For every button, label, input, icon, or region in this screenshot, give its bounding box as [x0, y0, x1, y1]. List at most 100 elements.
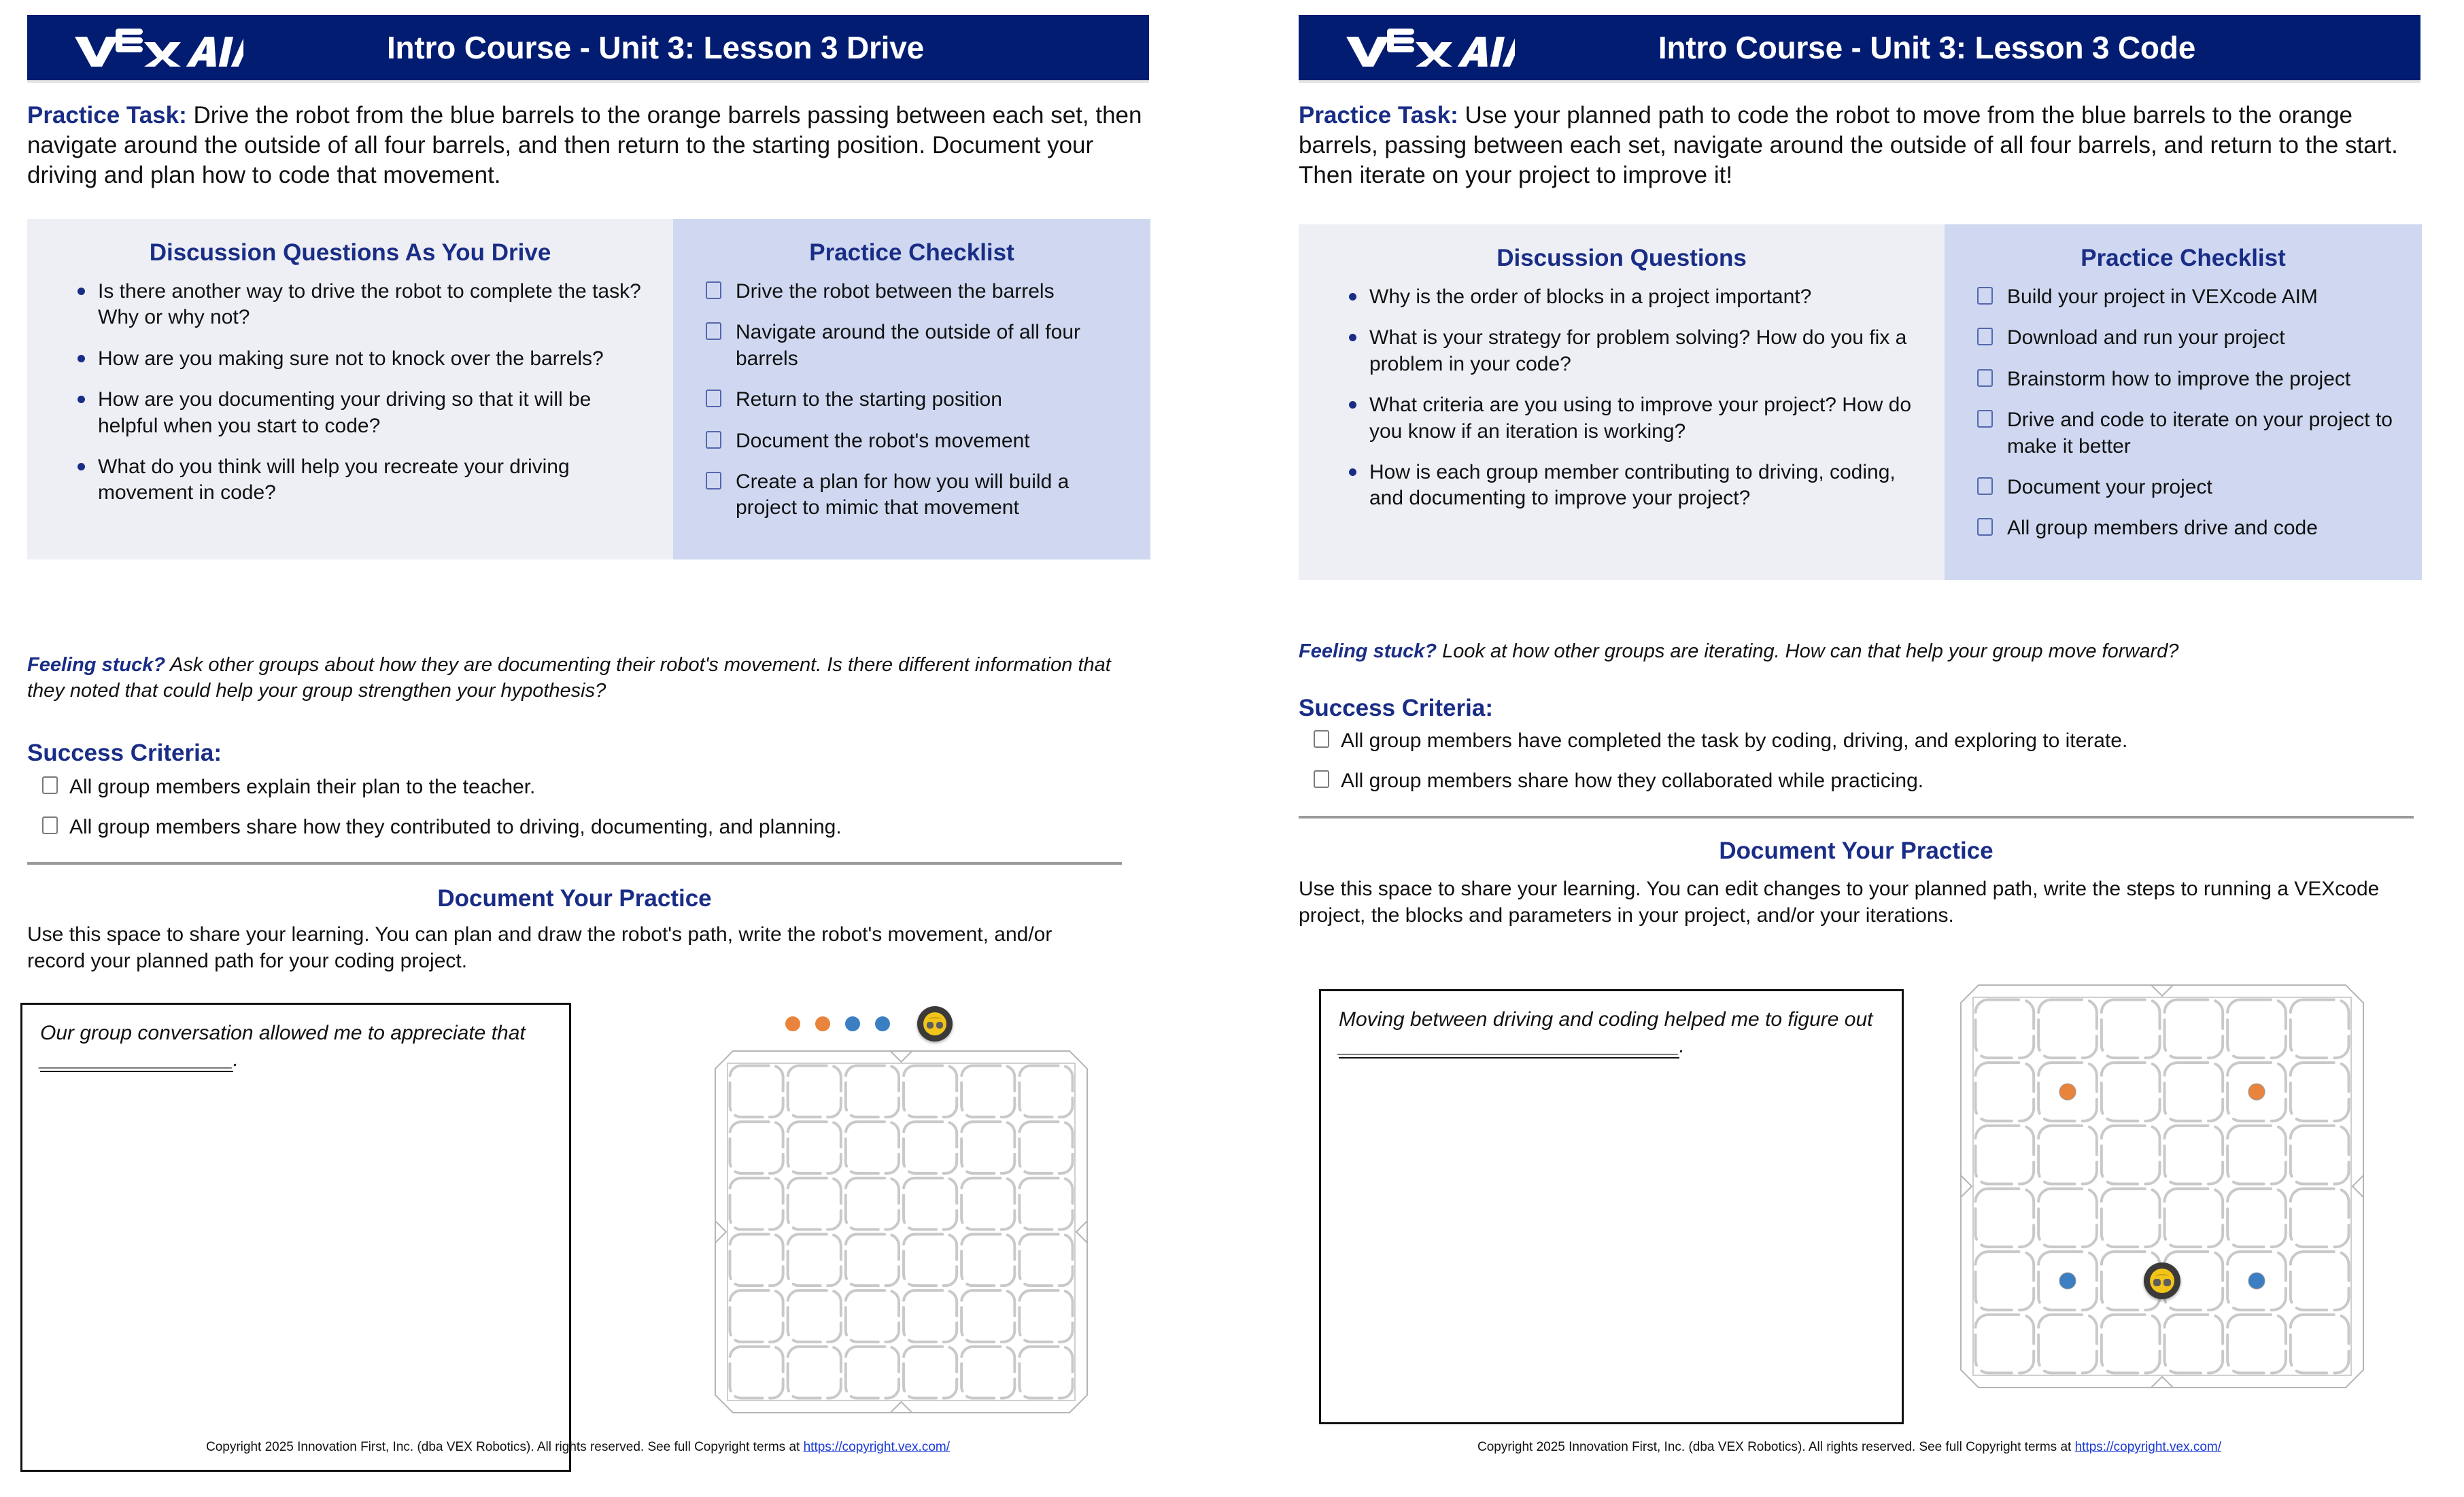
answer-prompt-before: Moving between driving and coding helped… [1339, 1008, 1873, 1031]
answer-textbox[interactable]: Moving between driving and coding helped… [1319, 989, 1904, 1424]
checkbox-icon[interactable] [1977, 410, 1993, 428]
checkbox-icon[interactable] [706, 471, 721, 489]
checkbox-icon[interactable] [706, 390, 721, 408]
panels: Discussion Questions As You Drive Is ther… [27, 219, 1150, 560]
feeling-stuck-label: Feeling stuck? [27, 654, 166, 676]
success-criteria-heading: Success Criteria: [27, 740, 222, 766]
checkbox-icon[interactable] [706, 281, 721, 299]
checklist-item[interactable]: Return to the starting position [706, 387, 1133, 413]
barrel-orange [2059, 1083, 2076, 1101]
checkbox-icon[interactable] [1314, 730, 1329, 748]
vex-aim-logo-icon [75, 29, 243, 67]
robot-on-field [2144, 1262, 2180, 1299]
checklist-item[interactable]: Download and run your project [1977, 325, 2404, 351]
checklist-item-label: Download and run your project [2007, 326, 2285, 349]
feeling-stuck-text: Ask other groups about how they are docu… [27, 654, 1111, 702]
answer-blank-line: ______________________________ [1339, 1035, 1679, 1059]
list-item: How are you documenting your driving so … [78, 387, 646, 439]
vex-aim-logo-icon [1346, 29, 1515, 67]
barrel-blue [2059, 1272, 2076, 1290]
success-criteria-item[interactable]: All group members have completed the tas… [1314, 727, 2415, 754]
barrel-orange [2248, 1083, 2265, 1101]
checklist-item-label: Drive the robot between the barrels [736, 280, 1055, 303]
document-practice-heading: Document Your Practice [437, 885, 712, 912]
checklist-heading: Practice Checklist [2081, 245, 2286, 271]
checklist-item-label: Create a plan for how you will build a p… [736, 470, 1070, 519]
legend-dot-blue [875, 1016, 890, 1031]
copyright-link[interactable]: https://copyright.vex.com/ [803, 1440, 951, 1454]
success-criteria-heading: Success Criteria: [1299, 695, 1493, 721]
success-criteria-label: All group members share how they collabo… [1341, 770, 1924, 792]
field-wrapper [1958, 982, 2366, 1394]
list-item: What criteria are you using to improve y… [1349, 392, 1917, 445]
checkbox-icon[interactable] [1977, 518, 1993, 536]
answer-textbox[interactable]: Our group conversation allowed me to app… [20, 1003, 571, 1472]
practice-task: Practice Task: Drive the robot from the … [27, 101, 1149, 190]
checklist-item[interactable]: Build your project in VEXcode AIM [1977, 284, 2404, 310]
checklist-item-label: Navigate around the outside of all four … [736, 321, 1080, 370]
discussion-panel: Discussion Questions As You Drive Is ther… [27, 219, 673, 560]
document-practice-heading: Document Your Practice [1719, 838, 1994, 864]
success-criteria-item[interactable]: All group members share how they collabo… [1314, 768, 2415, 794]
checkbox-icon[interactable] [706, 430, 721, 449]
field-diagram [715, 1050, 1088, 1413]
answer-prompt-before: Our group conversation allowed me to app… [40, 1022, 526, 1044]
checklist-item[interactable]: Drive and code to iterate on your projec… [1977, 407, 2404, 460]
page-title: Intro Course - Unit 3: Lesson 3 Drive [386, 30, 925, 65]
practice-task-text: Drive the robot from the blue barrels to… [27, 102, 1142, 189]
copyright-link[interactable]: https://copyright.vex.com/ [2074, 1440, 2222, 1454]
document-practice-text: Use this space to share your learning. Y… [27, 923, 1053, 972]
checkbox-icon[interactable] [1977, 287, 1993, 305]
legend-dot-orange [785, 1016, 800, 1031]
checkbox-icon[interactable] [42, 776, 58, 794]
list-item: What do you think will help you recreate… [78, 454, 646, 506]
list-item: Is there another way to drive the robot … [78, 279, 646, 331]
list-item: What is your strategy for problem solvin… [1349, 325, 1917, 377]
checkbox-icon[interactable] [1314, 770, 1329, 788]
legend-robot [917, 1006, 953, 1042]
checkbox-icon[interactable] [1977, 368, 1993, 387]
checklist-item[interactable]: All group members drive and code [1977, 515, 2404, 541]
vex-aim-logo [1345, 15, 1515, 80]
success-criteria-item[interactable]: All group members share how they contrib… [42, 814, 1144, 840]
success-criteria-label: All group members have completed the tas… [1341, 729, 2128, 752]
answer-prompt: Our group conversation allowed me to app… [22, 1005, 569, 1073]
robot-icon [917, 1006, 953, 1042]
practice-task-text: Use your planned path to code the robot … [1299, 102, 2398, 189]
checklist-item[interactable]: Navigate around the outside of all four … [706, 320, 1133, 372]
panels: Discussion Questions Why is the order of … [1299, 224, 2422, 580]
checklist-item[interactable]: Document your project [1977, 475, 2404, 500]
checklist-item-label: All group members drive and code [2007, 517, 2318, 540]
answer-blank-line: _________________ [40, 1048, 233, 1072]
checklist-item[interactable]: Drive the robot between the barrels [706, 279, 1133, 305]
checkbox-icon[interactable] [706, 322, 721, 341]
feeling-stuck-label: Feeling stuck? [1299, 640, 1437, 662]
checklist-item-label: Brainstorm how to improve the project [2007, 367, 2351, 390]
list-item: How are you making sure not to knock ove… [78, 346, 646, 372]
feeling-stuck-text: Look at how other groups are iterating. … [1437, 640, 2179, 662]
page-header: Intro Course - Unit 3: Lesson 3 Drive [27, 15, 1149, 80]
practice-checklist: Build your project in VEXcode AIM Downloa… [1945, 284, 2422, 542]
checklist-panel: Practice Checklist Drive the robot betwee… [673, 219, 1150, 560]
worksheet-page-drive: Intro Course - Unit 3: Lesson 3 Drive Pra… [0, 0, 1190, 1497]
list-item: Why is the order of blocks in a project … [1349, 284, 1917, 310]
page-header: Intro Course - Unit 3: Lesson 3 Code [1299, 15, 2420, 80]
footer: Copyright 2025 Innovation First, Inc. (d… [1271, 1440, 2427, 1455]
checklist-item[interactable]: Brainstorm how to improve the project [1977, 366, 2404, 392]
vex-aim-logo [73, 15, 243, 80]
feeling-stuck: Feeling stuck? Ask other groups about ho… [27, 653, 1152, 704]
checklist-item-label: Return to the starting position [736, 388, 1002, 411]
practice-checklist: Drive the robot between the barrels Navig… [673, 279, 1150, 521]
checkbox-icon[interactable] [42, 816, 58, 834]
checklist-item[interactable]: Document the robot's movement [706, 428, 1133, 454]
checklist-item[interactable]: Create a plan for how you will build a p… [706, 469, 1133, 521]
answer-prompt-after: . [233, 1048, 239, 1071]
feeling-stuck: Feeling stuck? Look at how other groups … [1299, 639, 2424, 665]
legend-dot-orange [815, 1016, 830, 1031]
checklist-item-label: Build your project in VEXcode AIM [2007, 286, 2318, 308]
checklist-item-label: Document your project [2007, 475, 2212, 498]
checkbox-icon[interactable] [1977, 477, 1993, 495]
checkbox-icon[interactable] [1977, 328, 1993, 346]
checklist-heading: Practice Checklist [809, 239, 1014, 266]
success-criteria-item[interactable]: All group members explain their plan to … [42, 774, 1144, 800]
